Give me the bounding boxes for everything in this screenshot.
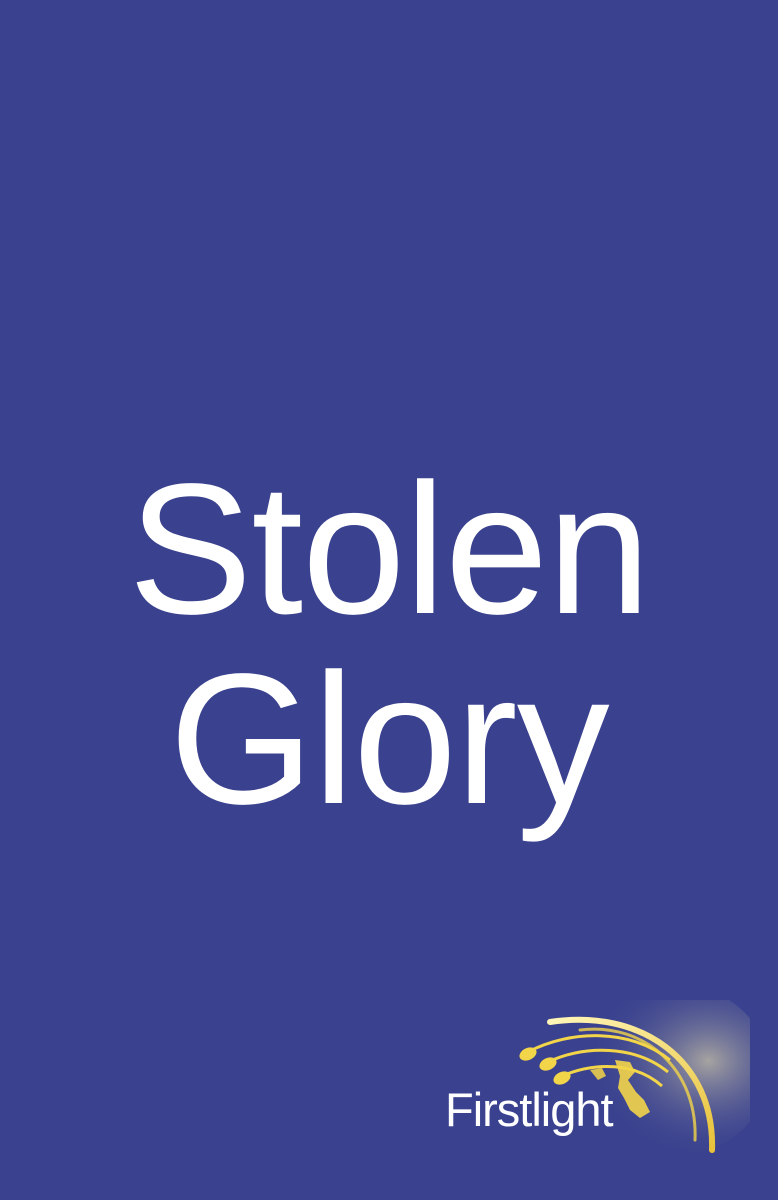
shooting-stars-globe-icon xyxy=(519,1000,750,1160)
publisher-logo: Firstlight xyxy=(430,1000,750,1180)
book-title: Stolen Glory xyxy=(0,445,778,843)
title-line-1: Stolen xyxy=(128,445,650,653)
title-line-2: Glory xyxy=(169,635,609,843)
publisher-name: Firstlight xyxy=(445,1083,614,1136)
